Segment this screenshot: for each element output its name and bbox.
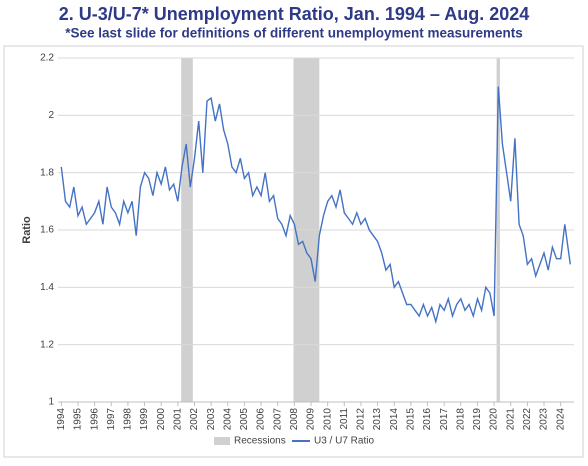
x-tick-label: 2019 [472,408,483,431]
x-tick-label: 2004 [222,408,233,431]
x-tick-label: 1996 [89,408,100,431]
x-tick-label: 2007 [272,408,283,431]
chart-subtitle: *See last slide for definitions of diffe… [65,26,523,41]
y-tick-label: 1 [48,397,54,408]
chart-title: 2. U-3/U-7* Unemployment Ratio, Jan. 199… [59,4,530,24]
chart-frame [3,45,584,458]
legend-swatch [214,437,230,445]
data-line [60,86,571,325]
x-tick-label: 2021 [505,408,516,431]
x-tick-label: 2020 [489,408,500,431]
y-tick-label: 1.2 [40,339,54,350]
x-tick-label: 2006 [256,408,267,431]
y-tick-label: 1.4 [40,282,54,293]
x-tick-label: 2024 [555,408,566,431]
x-tick-label: 2002 [189,408,200,431]
x-tick-label: 2012 [356,408,367,431]
x-tick-label: 2017 [439,408,450,431]
x-tick-label: 2010 [322,408,333,431]
y-tick-label: 1.6 [40,225,54,236]
x-tick-label: 2000 [156,408,167,431]
x-tick-label: 2001 [172,408,183,431]
x-tick-label: 2013 [372,408,383,431]
y-tick-label: 1.8 [40,167,54,178]
x-tick-label: 2022 [522,408,533,431]
x-tick-label: 2008 [289,408,300,431]
x-tick-label: 2016 [422,408,433,431]
x-tick-label: 2011 [339,408,350,430]
x-tick-label: 2014 [389,408,400,431]
y-tick-label: 2 [48,110,54,121]
x-tick-label: 2009 [306,408,317,431]
x-tick-label: 2018 [455,408,466,431]
legend-label: U3 / U7 Ratio [314,436,374,447]
x-tick-label: 1998 [123,408,134,431]
x-tick-label: 2023 [539,408,550,431]
y-axis-label: Ratio [21,216,33,244]
x-tick-label: 2005 [239,408,250,431]
legend-label: Recessions [234,436,286,447]
x-tick-label: 1997 [106,408,117,431]
x-tick-label: 1994 [56,408,67,431]
x-tick-label: 1995 [73,408,84,431]
x-tick-label: 2003 [206,408,217,431]
x-tick-label: 1999 [139,408,150,431]
x-tick-label: 2015 [406,408,417,431]
y-tick-label: 2.2 [40,53,54,64]
